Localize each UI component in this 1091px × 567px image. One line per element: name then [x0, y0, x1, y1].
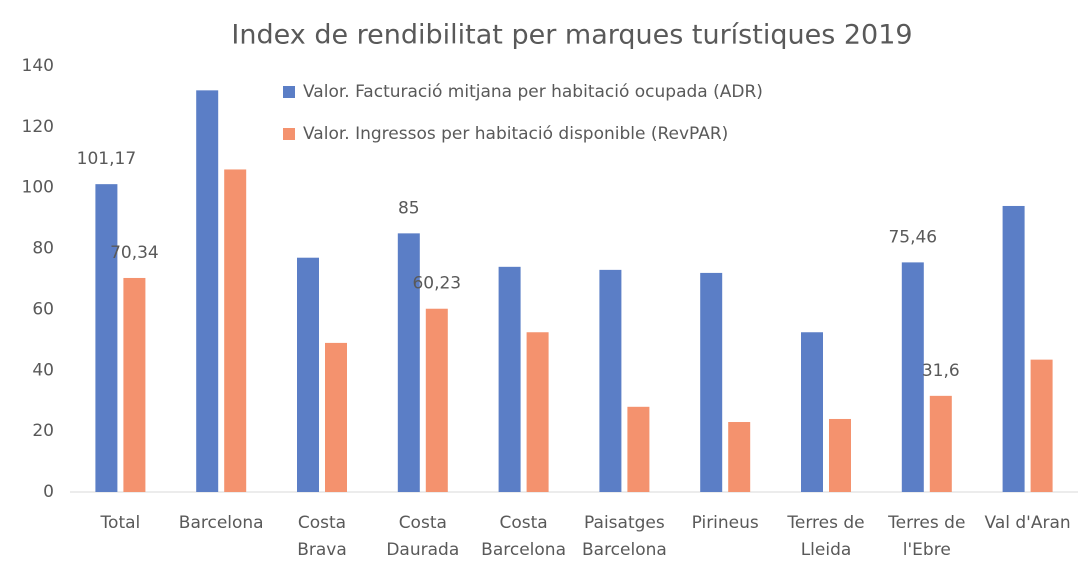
x-tick-label: Total — [100, 513, 141, 533]
legend-swatch — [283, 86, 295, 98]
bar — [929, 395, 952, 492]
bar — [297, 257, 319, 492]
data-label: 60,23 — [412, 274, 461, 294]
x-tick-label-line: Costa — [298, 513, 346, 533]
data-label: 85 — [398, 198, 420, 218]
x-tick-label-line: Total — [100, 513, 141, 533]
x-tick-label: Barcelona — [179, 513, 264, 533]
x-tick-label-line: Costa — [399, 513, 447, 533]
bar — [700, 272, 723, 492]
x-tick-label-line: Val d'Aran — [985, 513, 1071, 533]
x-tick-label: Terres de Lleida — [786, 513, 864, 560]
bar — [829, 418, 851, 492]
bar — [325, 342, 347, 492]
x-tick-label-line: Brava — [297, 540, 347, 560]
bar — [627, 406, 650, 492]
x-tick-label: Costa Barcelona — [481, 513, 566, 560]
bar — [224, 169, 247, 492]
data-label: 101,17 — [77, 149, 136, 169]
y-tick-label: 40 — [32, 360, 54, 380]
legend-label: Valor. Facturació mitjana per habitació … — [303, 82, 763, 102]
data-label: 75,46 — [888, 227, 937, 247]
data-label: 31,6 — [922, 361, 960, 381]
x-tick-label-line: Daurada — [386, 540, 459, 560]
chart-title: Index de rendibilitat per marques turíst… — [231, 20, 912, 51]
x-tick-label-line: Lleida — [801, 540, 852, 560]
bar — [196, 90, 219, 492]
x-tick-label-line: l'Ebre — [903, 540, 951, 560]
bar — [1030, 359, 1053, 492]
x-tick-label: Val d'Aran — [985, 513, 1071, 533]
bar — [599, 269, 622, 492]
bar — [397, 233, 420, 492]
y-tick-label: 0 — [43, 482, 54, 502]
x-tick-label-line: Costa — [499, 513, 547, 533]
x-tick-label: Costa Daurada — [386, 513, 459, 560]
legend-label: Valor. Ingressos per habitació disponibl… — [303, 124, 728, 144]
legend-swatch — [283, 128, 295, 140]
bar — [728, 422, 751, 492]
y-tick-label: 80 — [32, 239, 54, 259]
x-tick-label-line: Terres de — [887, 513, 965, 533]
x-tick-label: Pirineus — [692, 513, 759, 533]
bar — [425, 308, 448, 492]
x-tick-label-line: Terres de — [786, 513, 864, 533]
x-tick-label-line: Barcelona — [179, 513, 264, 533]
bar — [801, 332, 823, 492]
data-label: 70,34 — [110, 243, 159, 263]
x-tick-label-line: Barcelona — [481, 540, 566, 560]
x-tick-label-line: Barcelona — [582, 540, 667, 560]
x-tick-label: Costa Brava — [297, 513, 347, 560]
y-tick-label: 140 — [22, 56, 54, 76]
bar — [123, 277, 146, 492]
bar — [1002, 205, 1025, 492]
x-tick-label: Terres de l'Ebre — [887, 513, 965, 560]
y-tick-label: 100 — [22, 178, 54, 198]
x-tick-label-line: Pirineus — [692, 513, 759, 533]
bar — [526, 332, 549, 492]
x-tick-label: Paisatges Barcelona — [582, 513, 667, 560]
x-tick-label-line: Paisatges — [584, 513, 665, 533]
bar — [498, 266, 521, 492]
y-tick-label: 20 — [32, 421, 54, 441]
bar — [901, 262, 924, 492]
y-tick-label: 60 — [32, 299, 54, 319]
y-tick-label: 120 — [22, 117, 54, 137]
bar — [95, 184, 118, 492]
